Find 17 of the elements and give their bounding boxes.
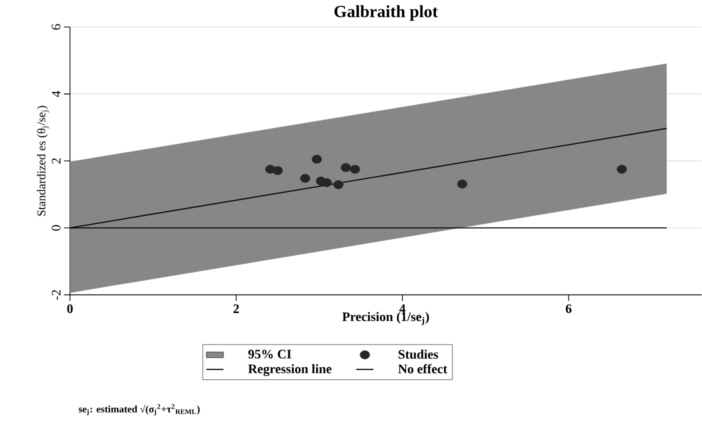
x-tick-label: 4 <box>399 304 406 314</box>
legend-label: No effect <box>398 364 448 374</box>
y-tick-label: 4 <box>52 91 60 98</box>
text: se$_{j}$: estimated √(σ$_{j}$$^{2}$+τ$^{2}$$_{REML}$) <box>78 404 200 416</box>
y-axis-title: Standardized es (θ$_{j}$/se$_{j}$) <box>36 106 49 216</box>
legend-label: 95% CI <box>248 350 292 359</box>
y-tick-label: 2 <box>52 158 60 164</box>
y-tick-label: 6 <box>52 24 60 30</box>
x-axis-title: Precision (1/se$_{j}$) <box>342 312 429 326</box>
x-tick-label: 6 <box>566 304 572 314</box>
x-tick-label: 2 <box>233 304 239 314</box>
y-tick-label: -2 <box>52 290 60 300</box>
y-tick-label: 0 <box>52 225 60 231</box>
legend-label: Regression line <box>248 364 332 376</box>
x-tick-label: 0 <box>67 304 73 314</box>
chart-title: Galbraith plot <box>334 5 438 21</box>
legend-label: Studies <box>398 350 438 359</box>
